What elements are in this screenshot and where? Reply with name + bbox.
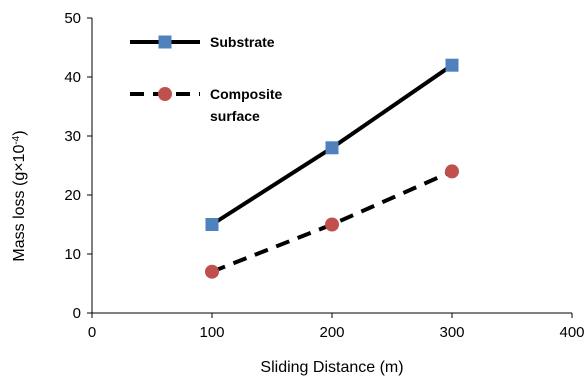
- legend-label-composite-surface: Composite surface: [210, 86, 283, 124]
- legend-item-composite-surface: Composite surface: [130, 86, 283, 124]
- y-tick-label: 0: [73, 305, 81, 322]
- y-tick-label: 30: [64, 128, 81, 145]
- y-tick-label: 20: [64, 187, 81, 204]
- legend-label-line: Composite: [210, 86, 283, 102]
- y-tick-label: 10: [64, 246, 81, 263]
- tick-labels: 0 100 200 300 400 0 10 20 30 40 50: [64, 10, 584, 341]
- y-tick-label: 50: [64, 10, 81, 27]
- data-point-composite-surface: [445, 164, 459, 179]
- data-point-composite-surface: [205, 264, 219, 279]
- y-axis-label-close: ): [11, 130, 28, 135]
- legend-label-substrate: Substrate: [210, 34, 275, 50]
- y-axis-label-superscript: -4: [11, 135, 22, 144]
- legend-label-line: Substrate: [210, 34, 275, 50]
- series-markers: [205, 58, 459, 279]
- legend-marker-substrate: [158, 35, 172, 49]
- x-tick-label: 0: [88, 324, 96, 341]
- axes: [91, 18, 572, 314]
- data-point-substrate: [205, 218, 219, 231]
- legend-label-line: surface: [210, 108, 260, 124]
- y-axis-label-main: Mass loss (g×10: [11, 145, 28, 262]
- legend: Substrate Composite surface: [130, 34, 283, 124]
- data-point-substrate: [325, 141, 339, 155]
- y-axis-label: Mass loss (g×10-4): [11, 130, 29, 261]
- y-tick-label: 40: [64, 69, 81, 86]
- x-tick-label: 200: [319, 324, 344, 341]
- x-axis-label: Sliding Distance (m): [260, 359, 403, 376]
- x-tick-label: 300: [439, 324, 464, 341]
- legend-marker-composite-surface: [158, 87, 172, 101]
- tick-marks: [87, 17, 573, 318]
- x-tick-label: 400: [559, 324, 584, 341]
- data-point-substrate: [445, 58, 459, 72]
- x-tick-label: 100: [199, 324, 224, 341]
- legend-item-substrate: Substrate: [130, 34, 275, 50]
- data-point-composite-surface: [325, 217, 339, 232]
